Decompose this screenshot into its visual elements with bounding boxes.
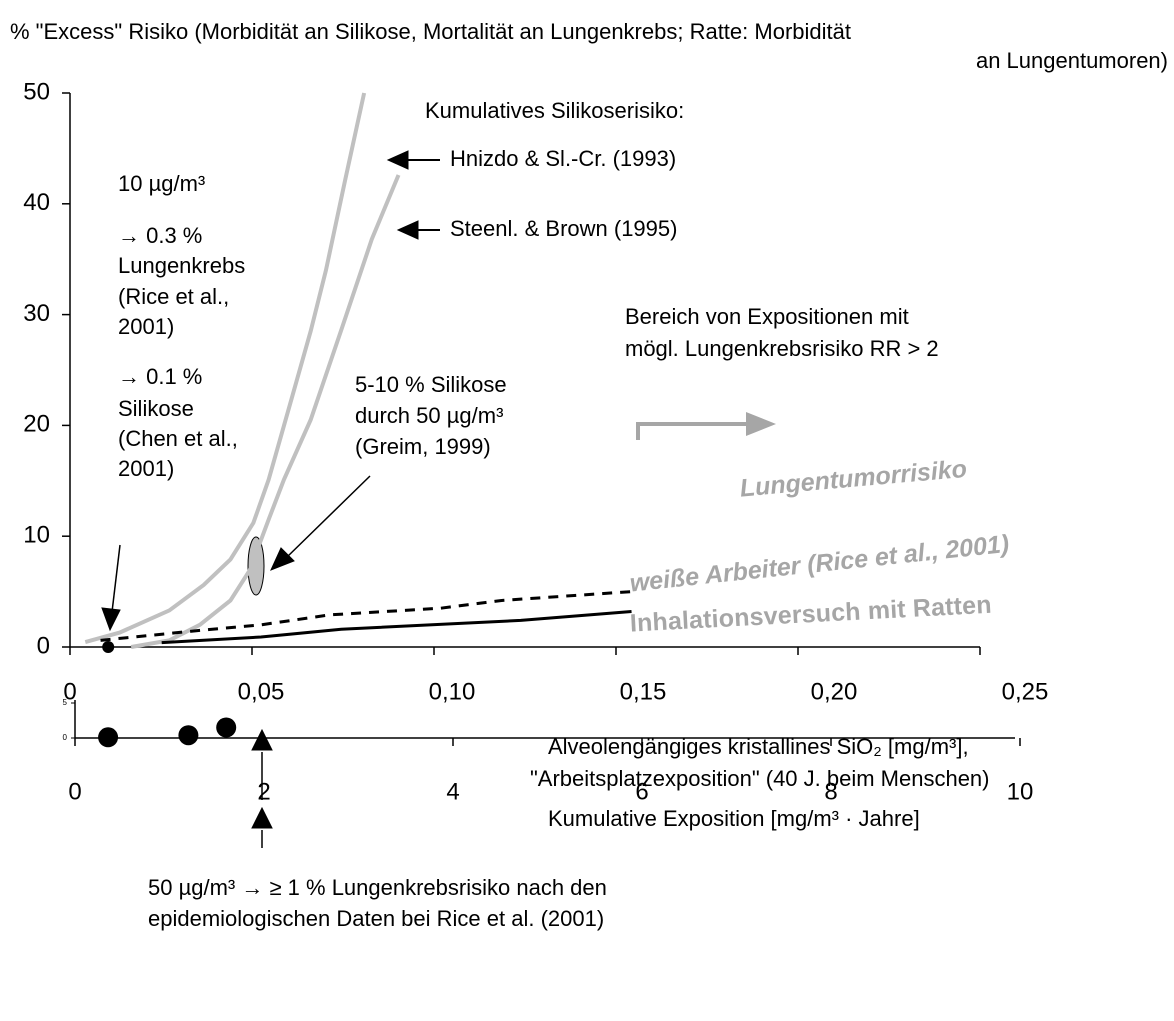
x-tick-label: 4 (446, 778, 459, 805)
silicosis-range (247, 536, 265, 596)
x-tick-label: 0,05 (238, 678, 285, 705)
annotation: Silikose (118, 396, 194, 421)
series-line (84, 92, 367, 644)
x-tick-label: 0 (68, 778, 81, 805)
annotation: 50 µg/m³ → ≥ 1 % Lungenkrebsrisiko nach … (148, 875, 607, 900)
annotation: (Greim, 1999) (355, 434, 491, 459)
x-tick-label: 10 (1007, 778, 1034, 805)
annotation: epidemiologischen Daten bei Rice et al. … (148, 906, 604, 931)
x-tick-label: 0,20 (811, 678, 858, 705)
series-label: weiße Arbeiter (Rice et al., 2001) (628, 530, 1010, 598)
x-tick-label: 0 (63, 678, 76, 705)
annotation: Bereich von Expositionen mit (625, 304, 909, 329)
y-tick-label: 5 (63, 698, 68, 707)
y-tick-label: 0 (63, 733, 68, 742)
annotation: 2001) (118, 456, 174, 481)
annotation: 5-10 % Silikose (355, 372, 507, 397)
chart-title: an Lungentumoren) (976, 48, 1168, 73)
x-tick-label: 6 (635, 778, 648, 805)
annotation: (Chen et al., (118, 426, 238, 451)
series-line (100, 590, 632, 642)
x-tick-label: 0,25 (1002, 678, 1049, 705)
series-group: Kumulatives Silikoserisiko: (425, 98, 684, 123)
annotation: Lungenkrebs (118, 253, 245, 278)
y-tick-label: 20 (23, 411, 50, 438)
annotation: mögl. Lungenkrebsrisiko RR > 2 (625, 336, 939, 361)
chart-title: % "Excess" Risiko (Morbidität an Silikos… (10, 19, 851, 44)
point (178, 725, 199, 746)
annotation: 10 µg/m³ (118, 171, 205, 196)
y-tick-label: 50 (23, 78, 50, 105)
series-group: Lungentumorrisiko (739, 455, 968, 503)
point (102, 641, 115, 653)
range-arrow (636, 412, 776, 440)
annotation: 2001) (118, 314, 174, 339)
x-tick-label: 0,15 (620, 678, 667, 705)
x-axis-label: Kumulative Exposition [mg/m³ · Jahre] (548, 806, 920, 831)
arrows (101, 150, 440, 848)
annotation: → 0.1 % (118, 364, 202, 389)
annotation: durch 50 µg/m³ (355, 403, 503, 428)
x-axis-label: "Arbeitsplatzexposition" (40 J. beim Men… (530, 766, 990, 791)
y-tick-label: 30 (23, 300, 50, 327)
y-tick-label: 40 (23, 189, 50, 216)
point (98, 727, 119, 748)
annotation: → 0.3 % (118, 223, 202, 248)
series-label: Hnizdo & Sl.-Cr. (1993) (450, 146, 676, 171)
annotation: (Rice et al., (118, 284, 229, 309)
x-tick-label: 2 (257, 778, 270, 805)
x-tick-label: 8 (824, 778, 837, 805)
point (216, 717, 237, 738)
series-line (130, 174, 401, 649)
series-line (161, 610, 632, 645)
series-label: Inhalationsversuch mit Ratten (629, 591, 992, 638)
y-tick-label: 0 (37, 632, 50, 659)
series-label: Steenl. & Brown (1995) (450, 216, 677, 241)
x-tick-label: 0,10 (429, 678, 476, 705)
y-tick-label: 10 (23, 522, 50, 549)
